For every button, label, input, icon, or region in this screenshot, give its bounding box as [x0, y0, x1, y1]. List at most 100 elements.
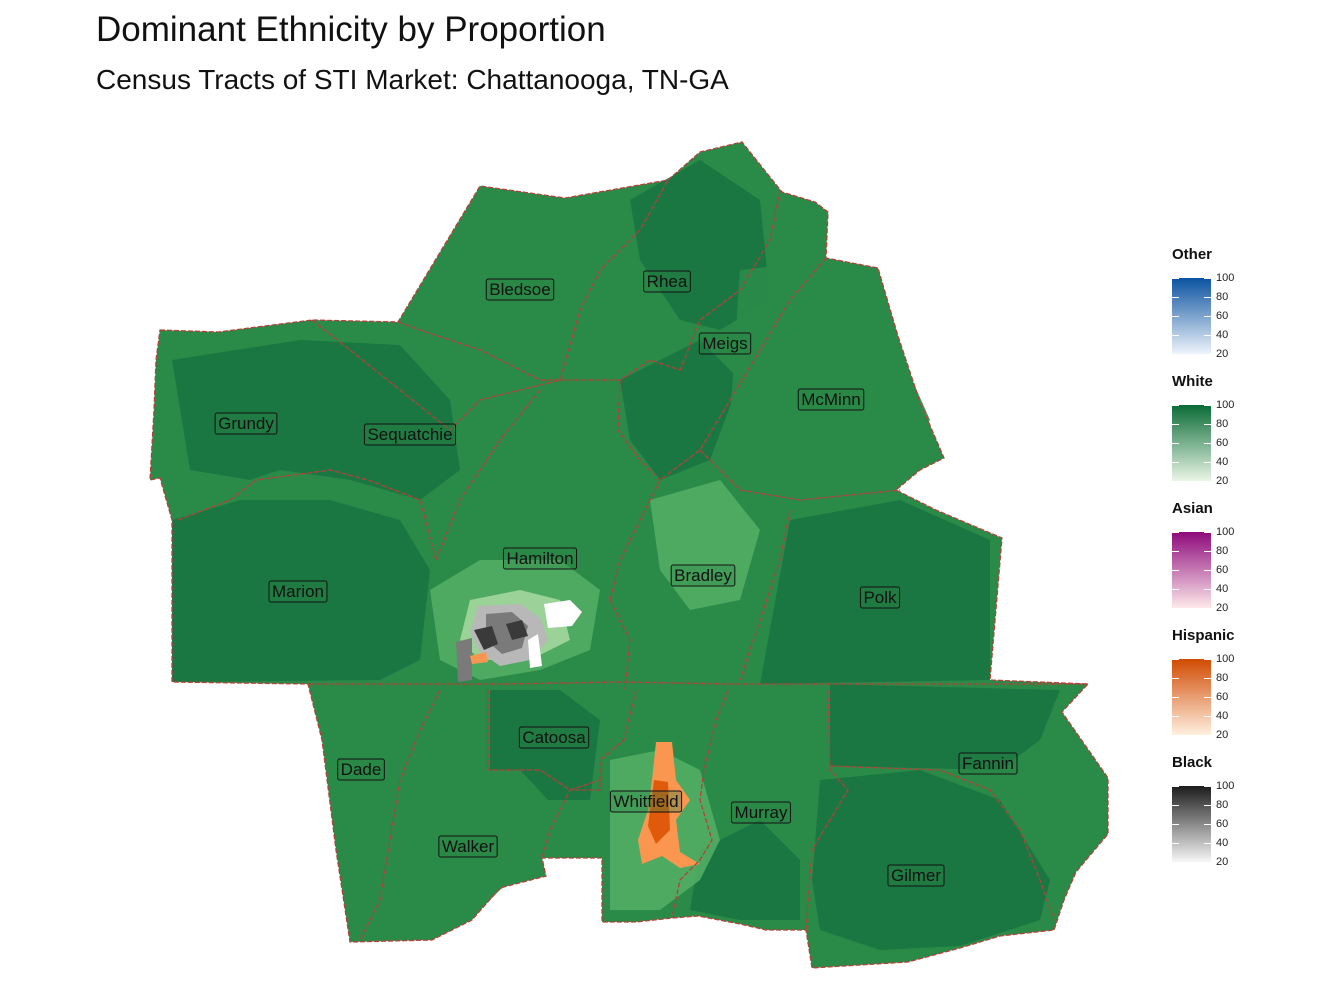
svg-text:Gilmer: Gilmer — [891, 866, 941, 885]
tract-dark-meigs — [620, 340, 740, 480]
legend: Other 100 80 60 40 20 White 100 80 60 40 20 Asian 100… — [1160, 246, 1270, 881]
boundary-bledsoe-rhea — [397, 179, 669, 381]
legend-asian: Asian 100 80 60 40 20 — [1160, 500, 1270, 627]
tract-dark-catoosa — [490, 690, 600, 800]
boundary-tn-ga — [308, 681, 1088, 685]
tract-dark-polk — [760, 500, 990, 684]
legend-tick-label: 60 — [1216, 818, 1229, 830]
legend-white: White 100 80 60 40 20 — [1160, 373, 1270, 500]
boundary-hamilton-bradley — [609, 449, 701, 601]
chart-title: Dominant Ethnicity by Proportion — [96, 10, 606, 49]
tract-no-data-1 — [544, 600, 582, 628]
boundary-meigs-mcminn — [699, 257, 827, 451]
county-label-rhea: Rhea — [643, 270, 691, 293]
legend-tick-label: 20 — [1216, 475, 1229, 487]
legend-tick-label: 80 — [1216, 291, 1229, 303]
county-label-whitfield: Whitfield — [609, 790, 683, 813]
legend-tick-label: 80 — [1216, 545, 1229, 557]
boundary-hamilton-meigs — [617, 379, 661, 481]
tract-dark-grundy-sequatchie — [172, 340, 460, 500]
county-label-polk: Polk — [859, 586, 901, 609]
tract-dark-marion — [172, 500, 430, 682]
svg-text:Murray: Murray — [735, 803, 788, 822]
tract-black-dark-2 — [506, 620, 528, 640]
tract-black-dark-1 — [474, 626, 498, 650]
legend-ticks — [1172, 532, 1211, 609]
legend-ticks — [1172, 786, 1211, 863]
svg-text:Catoosa: Catoosa — [522, 728, 586, 747]
legend-tick-label: 40 — [1216, 329, 1229, 341]
legend-tick-label: 60 — [1216, 437, 1229, 449]
legend-other: Other 100 80 60 40 20 — [1160, 246, 1270, 373]
legend-title: Black — [1172, 754, 1213, 771]
county-label-murray: Murray — [731, 801, 791, 824]
legend-tick-label: 20 — [1216, 856, 1229, 868]
tract-mid-mcminn — [730, 260, 930, 490]
county-label-sequatchie: Sequatchie — [363, 423, 457, 446]
county-boundaries — [149, 141, 1109, 969]
legend-title: Asian — [1172, 500, 1213, 517]
legend-tick-label: 100 — [1216, 526, 1235, 538]
boundary-grundy-marion — [177, 469, 437, 561]
tract-dark-gilmer — [812, 770, 1050, 950]
tract-hispanic-light-2 — [470, 652, 488, 664]
county-label-hamilton: Hamilton — [502, 547, 578, 570]
boundary-hamilton-state — [609, 599, 631, 691]
legend-ticks — [1172, 278, 1211, 355]
boundary-dade-walker — [359, 689, 441, 941]
legend-tick-label: 100 — [1216, 780, 1235, 792]
legend-tick-label: 20 — [1216, 729, 1229, 741]
legend-tick-label: 40 — [1216, 710, 1229, 722]
svg-text:Meigs: Meigs — [702, 334, 747, 353]
tract-dark-fannin — [830, 684, 1060, 770]
legend-tick-label: 40 — [1216, 456, 1229, 468]
legend-tick-label: 80 — [1216, 418, 1229, 430]
legend-tick-label: 80 — [1216, 799, 1229, 811]
legend-tick-label: 60 — [1216, 691, 1229, 703]
svg-text:Fannin: Fannin — [962, 754, 1014, 773]
tract-light-bradley — [650, 480, 760, 610]
boundary-rhea-meigs — [560, 189, 781, 381]
county-label-marion: Marion — [268, 580, 328, 603]
boundary-murray-gilmer — [805, 689, 849, 931]
legend-tick-label: 20 — [1216, 602, 1229, 614]
boundary-catoosa-whitfield — [541, 689, 637, 859]
tract-mid-walker — [360, 790, 540, 936]
county-label-dade: Dade — [337, 758, 385, 781]
legend-tick-label: 100 — [1216, 653, 1235, 665]
svg-text:Bledsoe: Bledsoe — [489, 280, 550, 299]
legend-tick-label: 100 — [1216, 399, 1235, 411]
svg-text:Marion: Marion — [272, 582, 324, 601]
tract-dark-rhea — [630, 160, 770, 330]
legend-tick-label: 100 — [1216, 272, 1235, 284]
county-labels: Bledsoe Rhea Meigs McMinn Grundy Sequatc… — [214, 270, 1018, 887]
legend-tick-label: 80 — [1216, 672, 1229, 684]
svg-text:Sequatchie: Sequatchie — [367, 425, 452, 444]
legend-tick-label: 40 — [1216, 837, 1229, 849]
legend-title: Other — [1172, 246, 1213, 263]
legend-tick-label: 60 — [1216, 564, 1229, 576]
legend-hispanic: Hispanic 100 80 60 40 20 — [1160, 627, 1270, 754]
tract-shading-white — [172, 160, 1060, 950]
tract-mid-bledsoe — [400, 190, 570, 380]
boundary-fannin-gilmer — [829, 765, 1055, 921]
svg-text:Polk: Polk — [863, 588, 897, 607]
svg-text:McMinn: McMinn — [801, 390, 861, 409]
svg-text:Grundy: Grundy — [218, 414, 274, 433]
county-label-catoosa: Catoosa — [518, 726, 590, 749]
legend-title: White — [1172, 373, 1213, 390]
legend-tick-label: 20 — [1216, 348, 1229, 360]
boundary-sequatchie-hamilton — [435, 389, 541, 561]
svg-text:Hamilton: Hamilton — [506, 549, 573, 568]
tract-no-data-2 — [528, 634, 542, 668]
county-label-bradley: Bradley — [670, 564, 736, 587]
svg-text:Dade: Dade — [341, 760, 382, 779]
svg-text:Whitfield: Whitfield — [613, 792, 678, 811]
chart-subtitle: Census Tracts of STI Market: Chattanooga… — [96, 64, 729, 95]
legend-black: Black 100 80 60 40 20 — [1160, 754, 1270, 881]
tract-shading-black — [456, 600, 582, 682]
svg-text:Bradley: Bradley — [674, 566, 732, 585]
legend-ticks — [1172, 659, 1211, 736]
boundary-region-outline — [149, 141, 1109, 969]
county-label-meigs: Meigs — [698, 332, 752, 355]
